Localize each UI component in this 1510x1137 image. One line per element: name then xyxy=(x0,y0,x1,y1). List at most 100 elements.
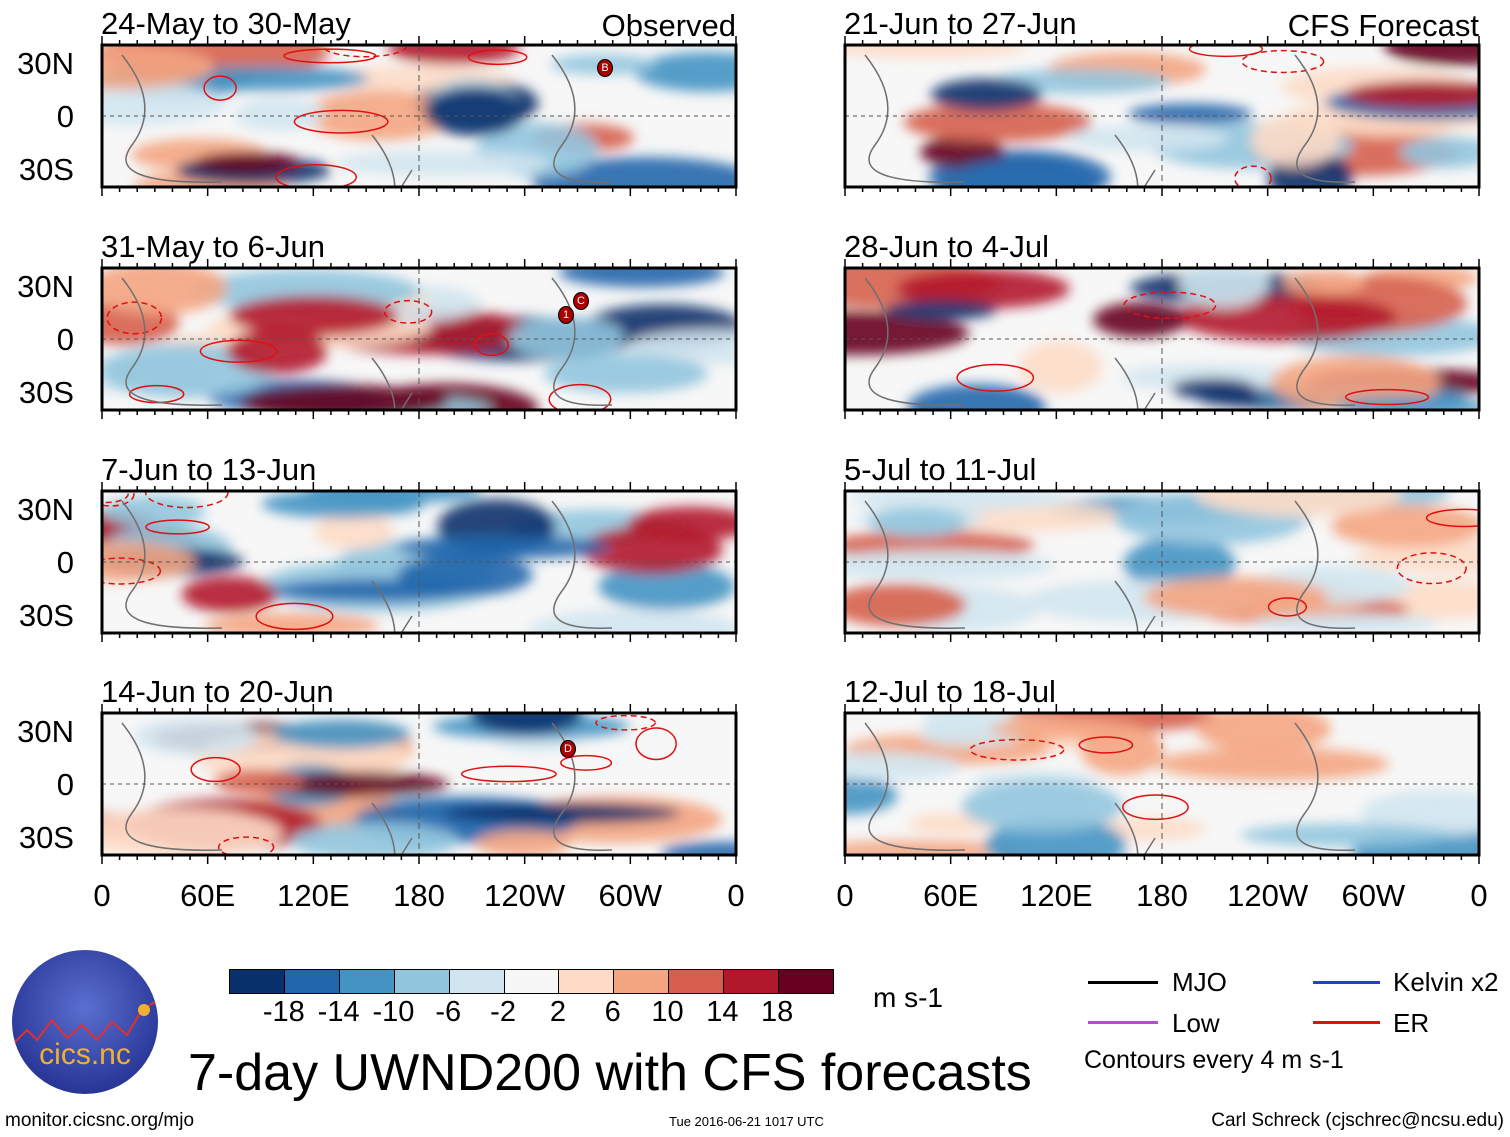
negative-anomaly xyxy=(850,491,1072,511)
storm-label: B xyxy=(597,59,613,77)
map-panel xyxy=(843,482,1481,642)
er-contour xyxy=(383,299,433,324)
panel-title: 7-Jun to 13-Jun xyxy=(101,452,317,487)
colorbar-label: 2 xyxy=(549,996,566,1028)
er-contour xyxy=(460,765,557,783)
colorbar-label: 14 xyxy=(706,996,739,1028)
er-contour xyxy=(473,333,510,357)
negative-anomaly xyxy=(1399,136,1479,169)
negative-anomaly xyxy=(940,157,1097,187)
positive-anomaly xyxy=(1282,269,1365,296)
colorbar-label: -10 xyxy=(372,996,415,1028)
er-contour xyxy=(1188,45,1263,58)
negative-anomaly xyxy=(169,66,369,91)
coastline xyxy=(551,54,613,183)
colorbar-swatch xyxy=(449,970,505,993)
lon-tick-label: 60W xyxy=(598,878,663,913)
lon-tick-label: 120W xyxy=(1227,878,1309,913)
storm-label: C xyxy=(573,292,589,310)
panel-title: 12-Jul to 18-Jul xyxy=(844,674,1056,709)
negative-anomaly xyxy=(290,821,460,855)
coastline xyxy=(864,500,966,629)
negative-anomaly xyxy=(961,780,1123,833)
lat-tick-label: 30N xyxy=(17,269,74,304)
coastline xyxy=(1294,722,1356,851)
lat-tick-label: 30N xyxy=(17,492,74,527)
lat-tick-label: 0 xyxy=(56,545,74,580)
er-contour xyxy=(1396,552,1467,585)
colorbar-label: 6 xyxy=(604,996,621,1028)
negative-anomaly xyxy=(396,535,611,559)
negative-anomaly xyxy=(930,78,1043,111)
colorbar-swatch xyxy=(559,970,615,993)
lat-tick-label: 30S xyxy=(18,375,74,410)
legend-mjo-line xyxy=(1088,981,1158,984)
positive-anomaly xyxy=(845,311,970,356)
colorbar-label: -18 xyxy=(262,996,305,1028)
coastline xyxy=(121,54,223,183)
panel-title: 24-May to 30-May xyxy=(101,6,351,41)
column-header: CFS Forecast xyxy=(1287,8,1479,43)
positive-anomaly xyxy=(102,268,228,315)
lon-tick-label: 120E xyxy=(1020,878,1093,913)
er-contour xyxy=(293,109,389,134)
positive-anomaly xyxy=(903,102,1092,142)
coastline xyxy=(1114,580,1156,633)
er-contour xyxy=(203,75,237,101)
positive-anomaly xyxy=(181,576,278,613)
er-contour xyxy=(1425,508,1479,528)
legend-mjo-label: MJO xyxy=(1172,967,1227,997)
legend-kelvin-label: Kelvin x2 xyxy=(1393,967,1499,997)
lon-tick-label: 0 xyxy=(93,878,111,913)
negative-anomaly xyxy=(634,51,736,92)
coastline xyxy=(371,580,413,633)
lat-tick-label: 0 xyxy=(56,322,74,357)
er-contour xyxy=(190,756,241,783)
positive-anomaly xyxy=(845,583,967,627)
contour-note: Contours every 4 m s-1 xyxy=(1084,1046,1344,1074)
negative-anomaly xyxy=(1120,363,1302,391)
negative-anomaly xyxy=(543,354,708,394)
legend-low-label: Low xyxy=(1172,1008,1220,1038)
er-contour xyxy=(1241,49,1325,74)
positive-anomaly xyxy=(1093,302,1187,338)
colorbar-swatch xyxy=(284,970,340,993)
positive-anomaly xyxy=(213,769,305,794)
er-contour xyxy=(217,836,275,855)
positive-anomaly xyxy=(102,45,215,90)
positive-anomaly xyxy=(1331,504,1479,548)
coastline xyxy=(864,722,966,851)
positive-anomaly xyxy=(1194,491,1402,517)
positive-anomaly xyxy=(1018,340,1103,393)
lat-tick-label: 30S xyxy=(18,598,74,633)
positive-anomaly xyxy=(1195,713,1332,752)
er-contour xyxy=(560,754,613,771)
negative-anomaly xyxy=(868,507,968,538)
er-contour xyxy=(1122,794,1189,821)
negative-anomaly xyxy=(660,841,736,855)
coastline xyxy=(551,500,613,629)
lat-tick-label: 0 xyxy=(56,99,74,134)
positive-anomaly xyxy=(1250,114,1341,167)
er-contour xyxy=(595,714,657,731)
er-contour xyxy=(635,727,677,761)
lon-tick-label: 180 xyxy=(393,878,445,913)
positive-anomaly xyxy=(387,45,520,65)
colorbar-label: -2 xyxy=(490,996,516,1028)
er-contour xyxy=(1267,597,1308,617)
negative-anomaly xyxy=(469,713,583,735)
negative-anomaly xyxy=(1127,103,1253,126)
lon-tick-label: 60E xyxy=(180,878,236,913)
figure-title: 7-day UWND200 with CFS forecasts xyxy=(188,1044,1032,1102)
legend-er-label: ER xyxy=(1393,1008,1430,1038)
coastline xyxy=(1294,500,1356,629)
positive-anomaly xyxy=(1270,355,1441,410)
map-panel xyxy=(843,36,1481,196)
footer-url[interactable]: monitor.cicsnc.org/mjo xyxy=(5,1110,195,1131)
er-contour xyxy=(1344,388,1430,406)
colorbar-swatch xyxy=(504,970,560,993)
negative-anomaly xyxy=(598,563,736,610)
footer-author: Carl Schreck (cjschrec@ncsu.edu) xyxy=(1211,1110,1504,1131)
er-contour xyxy=(275,163,357,187)
